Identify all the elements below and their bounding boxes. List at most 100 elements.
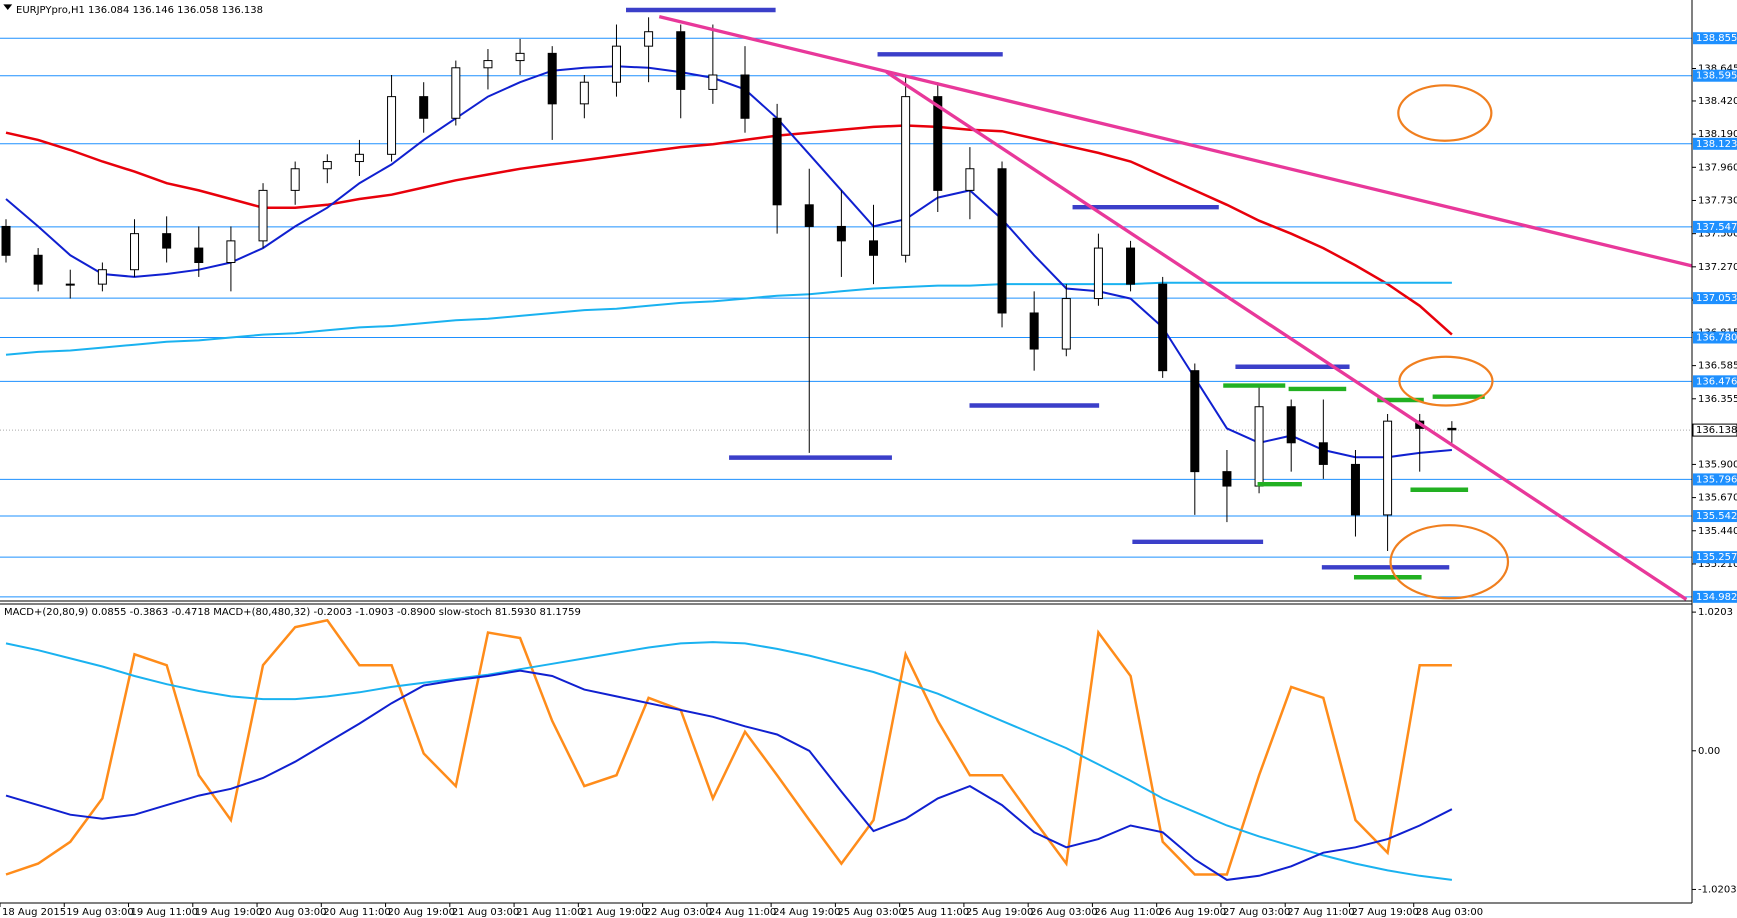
candle-body <box>1093 247 1103 300</box>
x-tick-label: 20 Aug 03:00 <box>259 907 326 918</box>
x-tick-label: 19 Aug 03:00 <box>66 907 133 918</box>
level-label-box <box>1693 69 1737 82</box>
y-tick-label: 137.730 <box>1698 195 1737 206</box>
overlay-line <box>5 124 1453 336</box>
level-label: 138.855 <box>1696 33 1737 44</box>
trendline <box>658 15 1693 268</box>
candle-body <box>772 117 782 206</box>
y-tick-label: 135.440 <box>1698 526 1737 537</box>
indicator-line <box>5 669 1453 881</box>
y-tick-label: 135.900 <box>1698 459 1737 470</box>
overlay-line <box>5 65 1452 459</box>
y-tick-label: 1.0203 <box>1698 607 1733 618</box>
candle-body <box>933 96 943 191</box>
level-label: 137.053 <box>1696 293 1737 304</box>
candle-body <box>354 153 364 163</box>
candle-body <box>483 60 493 69</box>
candle-body <box>1029 312 1039 350</box>
candle-body <box>579 81 589 105</box>
x-tick-label: 28 Aug 03:00 <box>1416 907 1483 918</box>
candle-body <box>97 269 107 285</box>
x-tick-label: 22 Aug 03:00 <box>645 907 712 918</box>
x-tick-label: 21 Aug 19:00 <box>580 907 647 918</box>
candle-body <box>804 204 814 227</box>
level-label: 135.257 <box>1696 552 1737 563</box>
x-tick-label: 25 Aug 19:00 <box>966 907 1033 918</box>
candle-body <box>515 52 525 62</box>
candle-body <box>997 168 1007 314</box>
x-tick-label: 26 Aug 11:00 <box>1094 907 1161 918</box>
y-tick-label: 138.190 <box>1698 129 1737 140</box>
level-label: 135.542 <box>1696 511 1737 522</box>
candle-body <box>1222 471 1232 487</box>
annotations <box>3 4 1693 601</box>
highlight-ellipses <box>1389 84 1510 600</box>
candle-body <box>611 45 621 83</box>
candle-body <box>644 31 654 47</box>
y-tick-label: 135.210 <box>1698 559 1737 570</box>
level-label-box <box>1693 510 1737 523</box>
y-tick-label: 137.270 <box>1698 262 1737 273</box>
level-label-box <box>1693 331 1737 344</box>
candle-body <box>226 240 236 264</box>
trendlines <box>658 15 1693 601</box>
y-tick-label: 136.355 <box>1698 394 1737 405</box>
chart-title: EURJPYpro,H1 136.084 136.146 136.058 136… <box>16 5 263 16</box>
level-label: 136.476 <box>1696 376 1737 387</box>
level-label: 134.982 <box>1696 592 1737 603</box>
y-tick-label: 138.420 <box>1698 96 1737 107</box>
y-tick-label: -1.0203 <box>1698 884 1737 895</box>
level-label: 136.780 <box>1696 333 1737 344</box>
indicator-line <box>5 618 1452 876</box>
candle-body <box>708 74 718 90</box>
candle-body <box>1126 247 1136 285</box>
x-tick-label: 26 Aug 03:00 <box>1030 907 1097 918</box>
candle-body <box>1447 427 1457 431</box>
level-label-box <box>1693 473 1737 486</box>
level-label-box <box>1693 220 1737 233</box>
candle-body <box>387 96 397 155</box>
candle-body <box>451 67 461 119</box>
candle-body <box>676 31 686 90</box>
current-price-label: 136.138 <box>1696 425 1737 436</box>
candle-body <box>1190 370 1200 473</box>
candle-body <box>258 189 268 242</box>
level-label-box <box>1693 375 1737 388</box>
y-tick-label: 137.500 <box>1698 229 1737 240</box>
x-tick-label: 21 Aug 11:00 <box>516 907 583 918</box>
candle-body <box>740 74 750 119</box>
current-price-box <box>1692 423 1737 437</box>
candle-body <box>901 96 911 256</box>
candle-body <box>1286 406 1296 444</box>
candle-body <box>1061 298 1071 350</box>
x-tick-label: 25 Aug 11:00 <box>902 907 969 918</box>
level-label-box <box>1693 551 1737 564</box>
indicator-line <box>5 641 1453 881</box>
x-tick-label: 19 Aug 11:00 <box>131 907 198 918</box>
candle-body <box>965 168 975 191</box>
candle-body <box>290 168 300 191</box>
x-tick-label: 27 Aug 03:00 <box>1223 907 1290 918</box>
candle-body <box>33 254 43 285</box>
candle-body <box>836 225 846 242</box>
level-label-box <box>1693 137 1737 150</box>
x-tick-label: 21 Aug 03:00 <box>452 907 519 918</box>
support-resistance-bars <box>626 7 1450 570</box>
ellipse <box>1397 84 1493 142</box>
candle-body <box>419 96 429 119</box>
x-tick-label: 27 Aug 19:00 <box>1351 907 1418 918</box>
x-tick-label: 26 Aug 19:00 <box>1159 907 1226 918</box>
y-tick-label: 136.585 <box>1698 361 1737 372</box>
candle-body <box>65 283 75 286</box>
level-label-box <box>1693 590 1737 603</box>
x-tick-label: 19 Aug 19:00 <box>195 907 262 918</box>
menu-arrow[interactable] <box>3 4 13 10</box>
y-tick-label: 138.645 <box>1698 64 1737 75</box>
candle-body <box>1 225 11 256</box>
candle-body <box>1383 420 1393 516</box>
x-tick-label: 24 Aug 19:00 <box>773 907 840 918</box>
x-tick-label: 20 Aug 19:00 <box>388 907 455 918</box>
candle-body <box>194 247 204 263</box>
